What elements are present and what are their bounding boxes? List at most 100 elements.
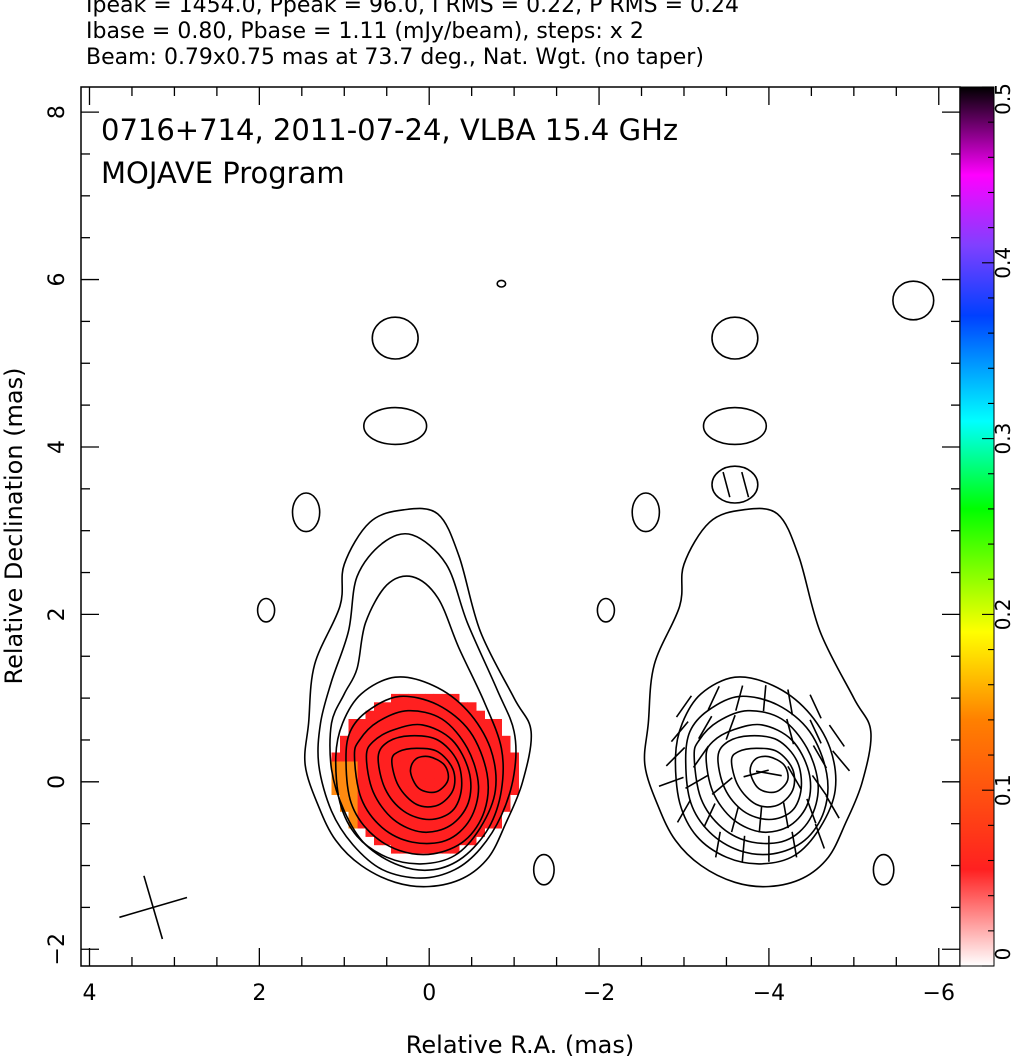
polarization-pixel — [416, 769, 426, 779]
polarization-pixel — [391, 693, 401, 703]
evpa-vector — [735, 685, 744, 711]
polarization-pixel — [365, 760, 375, 770]
polarization-pixel — [382, 836, 392, 846]
polarization-pixel — [408, 702, 418, 712]
polarization-pixel — [467, 744, 477, 754]
polarization-pixel — [408, 786, 418, 795]
polarization-pixel — [365, 744, 375, 754]
polarization-pixel — [433, 794, 443, 804]
polarization-pixel — [425, 844, 435, 854]
evpa-vector — [786, 718, 795, 745]
polarization-pixel — [391, 760, 401, 770]
polarization-pixel — [399, 744, 409, 754]
intensity-contour — [303, 507, 533, 888]
polarization-pixel — [357, 802, 367, 812]
polarization-pixel — [399, 777, 409, 787]
polarization-pixel — [484, 769, 494, 779]
polarization-pixel — [450, 827, 460, 837]
polarization-pixel — [408, 769, 418, 779]
polarization-pixel — [391, 819, 401, 829]
polarization-pixel — [408, 727, 418, 737]
x-tick-label: 0 — [422, 981, 436, 1006]
polarization-pixel — [340, 777, 350, 787]
polarization-pixel — [391, 752, 401, 762]
polarization-pixel — [475, 760, 485, 770]
polarization-pixel — [475, 777, 485, 787]
polarization-pixel — [357, 719, 367, 728]
evpa-vector — [711, 777, 733, 796]
x-tick-label: −2 — [583, 981, 615, 1006]
polarization-pixel — [492, 752, 502, 762]
polarization-pixel — [348, 744, 358, 754]
evpa-vector — [741, 835, 746, 862]
polarization-pixel — [408, 827, 418, 837]
polarization-pixel — [348, 735, 358, 745]
polarization-pixel — [467, 819, 477, 829]
polarization-pixel — [467, 802, 477, 812]
polarization-panel-contour — [730, 747, 796, 808]
polarization-pixel — [458, 744, 468, 754]
polarization-pixel — [458, 819, 468, 829]
polarization-pixel — [501, 777, 511, 787]
polarization-pixel — [391, 719, 401, 728]
polarization-pixel — [450, 844, 460, 854]
polarization-pixel — [348, 719, 358, 728]
polarization-pixel — [408, 752, 418, 762]
polarization-pixel — [374, 719, 384, 728]
evpa-vector — [832, 750, 851, 772]
polarization-pixel — [475, 827, 485, 837]
polarization-pixel — [458, 727, 468, 737]
polarization-pixel — [458, 794, 468, 804]
polarization-pixel — [484, 719, 494, 728]
polarization-pixel — [365, 735, 375, 745]
polarization-pixel — [408, 710, 418, 720]
polarization-pixel — [357, 786, 367, 795]
evpa-vector — [812, 745, 828, 769]
polarization-pixel — [374, 744, 384, 754]
evpa-vector — [670, 721, 689, 743]
evpa-vector — [758, 806, 763, 833]
intensity-contour — [390, 747, 456, 808]
polarization-pixel — [391, 777, 401, 787]
polarization-pixel — [475, 710, 485, 720]
polarization-pixel — [458, 777, 468, 787]
polarization-pixel — [509, 777, 519, 787]
polarization-pixel — [408, 777, 418, 787]
polarization-pixel — [399, 702, 409, 712]
polarization-pixel — [365, 719, 375, 728]
polarization-pixel — [441, 786, 451, 795]
polarization-pixel — [475, 719, 485, 728]
polarization-pixel — [441, 727, 451, 737]
polarization-pixel — [391, 811, 401, 821]
polarization-pixel — [391, 769, 401, 779]
polarization-pixel — [391, 786, 401, 795]
polarization-pixel — [399, 760, 409, 770]
intensity-contour — [334, 676, 497, 865]
polarization-pixel — [484, 735, 494, 745]
polarization-pixel — [433, 693, 443, 703]
evpa-vector — [814, 823, 826, 849]
polarization-pixel — [433, 752, 443, 762]
polarization-pixel — [425, 794, 435, 804]
polarization-pixel — [408, 794, 418, 804]
contour-island — [711, 465, 759, 504]
polarization-pixel — [374, 769, 384, 779]
polarization-pixel — [357, 735, 367, 745]
polarization-pixel — [399, 827, 409, 837]
x-tick-label: 4 — [82, 981, 96, 1006]
polarization-pixel — [467, 786, 477, 795]
polarization-pixel — [348, 794, 358, 804]
y-tick-label: 2 — [45, 607, 70, 621]
polarization-pixel — [382, 752, 392, 762]
polarization-pixel — [492, 735, 502, 745]
polarization-pixel — [340, 760, 350, 770]
evpa-vector — [730, 806, 740, 833]
polarization-pixel — [382, 811, 392, 821]
polarization-pixel — [492, 794, 502, 804]
x-axis-label: Relative R.A. (mas) — [406, 1031, 634, 1059]
contour-island — [711, 316, 759, 360]
polarization-pixel — [416, 811, 426, 821]
polarization-pixel — [450, 836, 460, 846]
y-tick-label: 8 — [45, 105, 70, 119]
